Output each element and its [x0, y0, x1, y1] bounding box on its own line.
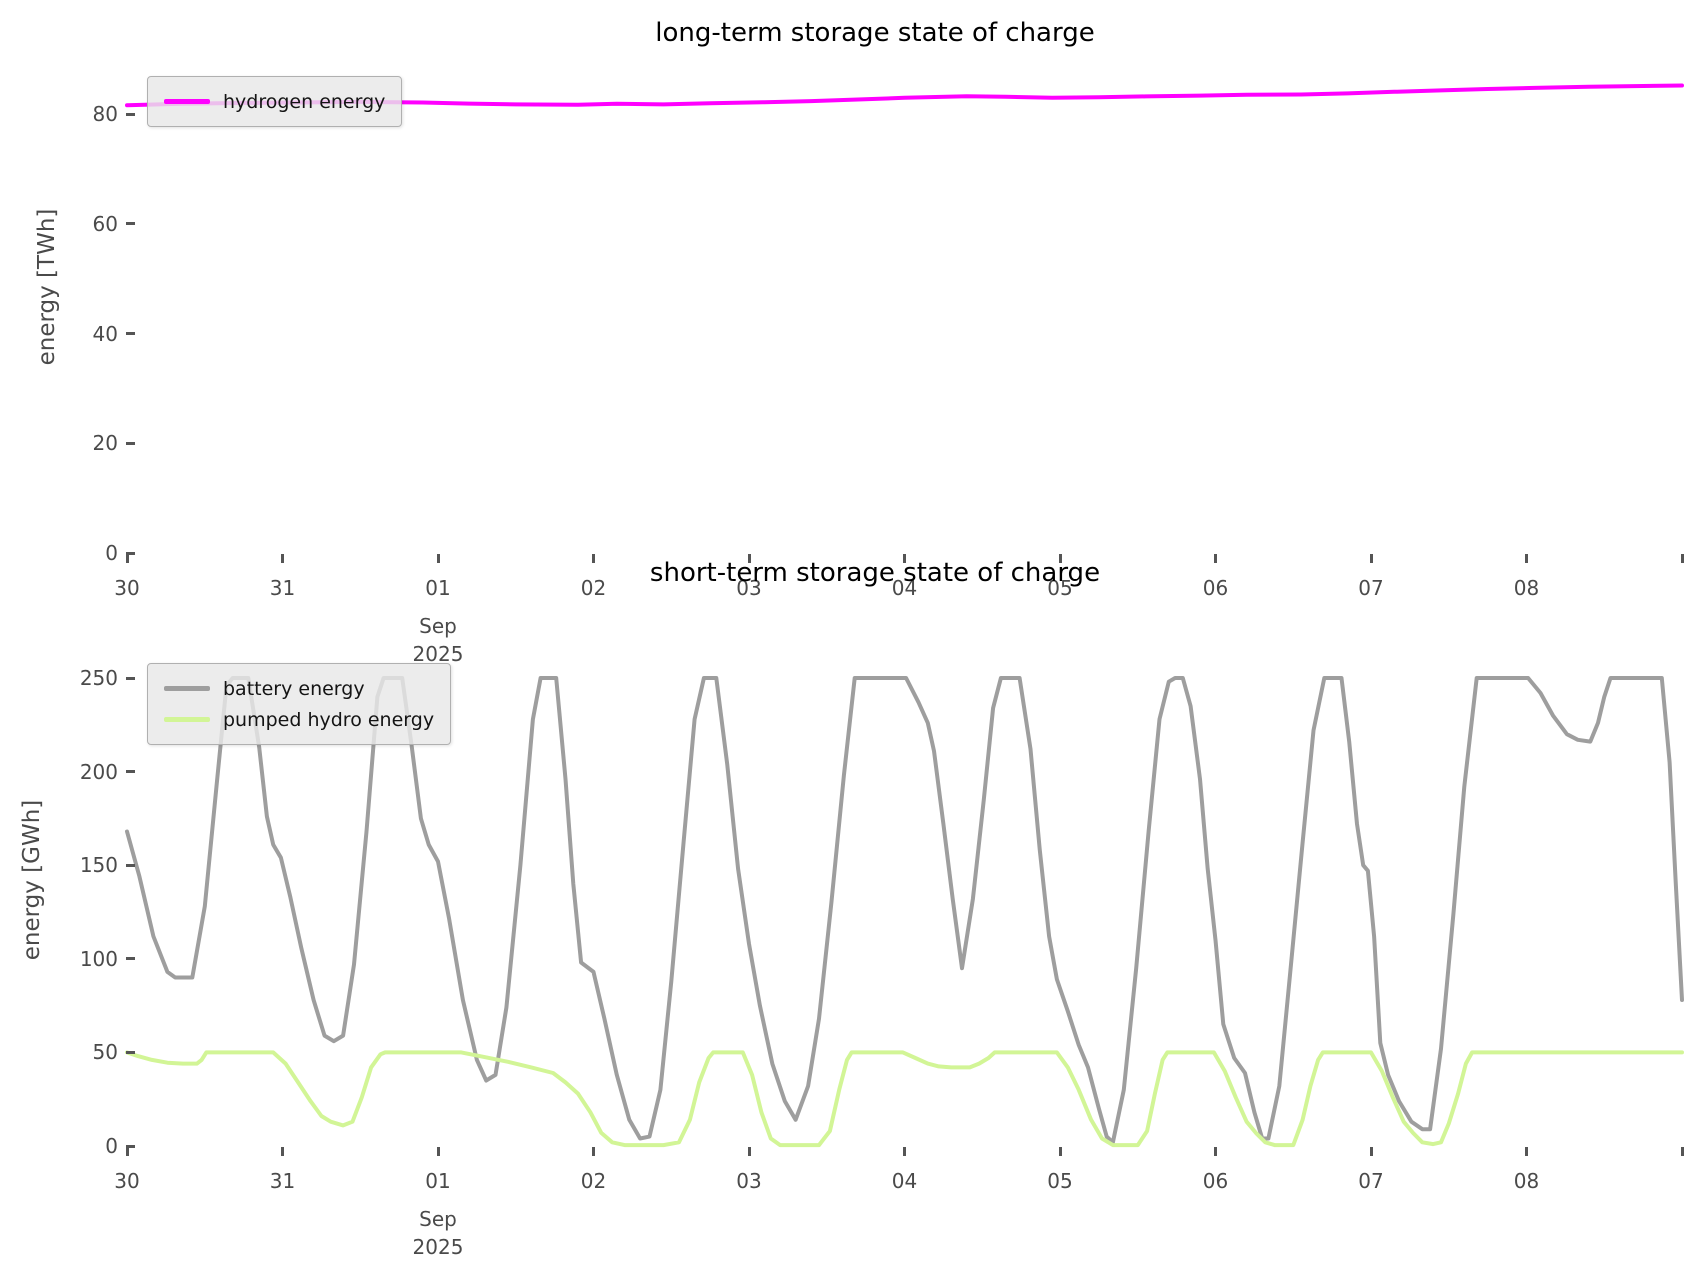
y-tick-label: 80 — [92, 102, 118, 126]
x-tick-mark — [281, 554, 284, 563]
x-tick-mark — [747, 1147, 751, 1156]
short-term-legend: battery energy pumped hydro energy — [147, 663, 452, 745]
x-tick-label: 30 — [114, 576, 140, 600]
x-tick-label: 08 — [1513, 1169, 1540, 1193]
y-tick-label: 60 — [92, 211, 118, 236]
x-tick-mark — [747, 554, 751, 563]
short-term-chart-title: short-term storage state of charge — [649, 558, 1101, 588]
pumped-hydro-energy-line — [125, 1050, 1684, 1148]
y-tick-label: 20 — [92, 431, 118, 456]
x-tick-mark — [1214, 1147, 1217, 1156]
x-tick-mark — [125, 554, 129, 563]
x-tick-label: 03 — [736, 1169, 762, 1193]
x-tick-label: 30 — [114, 1169, 140, 1193]
legend-label-pumped-hydro: pumped hydro energy — [223, 708, 435, 731]
x-axis-year-label: 2025 — [412, 1235, 464, 1259]
x-tick-label: 31 — [269, 576, 296, 600]
x-tick-label: 04 — [891, 576, 918, 600]
x-tick-label: 04 — [891, 1169, 918, 1193]
legend-row-hydrogen: hydrogen energy — [164, 86, 385, 117]
long-term-legend: hydrogen energy — [147, 76, 403, 127]
x-tick-mark — [1369, 1147, 1373, 1156]
y-tick-mark — [126, 332, 135, 335]
y-tick-mark — [126, 770, 135, 774]
x-axis-month-label: Sep — [419, 614, 457, 638]
x-tick-label: 01 — [425, 576, 451, 600]
hydrogen-line-sample-icon — [164, 99, 210, 104]
x-axis-month-label: Sep — [419, 1207, 457, 1231]
x-tick-label: 31 — [269, 1169, 296, 1193]
legend-row-pumped-hydro: pumped hydro energy — [164, 704, 434, 735]
y-tick-mark — [126, 222, 135, 226]
x-tick-mark — [903, 554, 906, 563]
legend-label-battery: battery energy — [223, 677, 365, 700]
x-tick-mark — [1525, 1147, 1528, 1156]
x-tick-mark — [1680, 554, 1684, 563]
y-tick-label: 200 — [79, 759, 118, 784]
y-tick-mark — [126, 112, 135, 116]
x-tick-mark — [1058, 554, 1062, 563]
hydrogen-energy-line — [125, 83, 1684, 108]
y-tick-mark — [126, 1144, 135, 1148]
x-tick-label: 02 — [580, 576, 607, 600]
x-tick-label: 01 — [425, 1169, 451, 1193]
pumped-hydro-line-sample-icon — [164, 717, 210, 722]
battery-energy-line — [125, 676, 1684, 1145]
x-tick-mark — [1214, 554, 1217, 563]
x-axis-year-label: 2025 — [412, 642, 464, 666]
x-tick-mark — [1525, 554, 1528, 563]
x-tick-mark — [1680, 1147, 1684, 1156]
legend-row-battery: battery energy — [164, 673, 434, 704]
x-tick-label: 03 — [736, 576, 762, 600]
x-tick-label: 08 — [1513, 576, 1540, 600]
y-axis-label-gwh: energy [GWh] — [19, 799, 45, 961]
y-tick-mark — [126, 957, 135, 961]
y-tick-mark — [126, 441, 135, 445]
x-tick-mark — [1058, 1147, 1062, 1156]
y-tick-label: 40 — [92, 321, 118, 346]
x-tick-mark — [1369, 554, 1373, 563]
x-tick-mark — [281, 1147, 284, 1156]
battery-line-sample-icon — [164, 686, 210, 691]
x-tick-label: 05 — [1047, 576, 1073, 600]
y-tick-mark — [126, 863, 135, 867]
x-tick-mark — [592, 554, 595, 563]
y-tick-mark — [126, 551, 135, 555]
x-tick-mark — [436, 554, 440, 563]
x-tick-label: 07 — [1358, 576, 1384, 600]
y-tick-label: 150 — [79, 853, 118, 878]
x-tick-label: 06 — [1202, 1169, 1229, 1193]
x-tick-mark — [125, 1147, 129, 1156]
y-tick-label: 0 — [105, 541, 118, 565]
y-tick-mark — [126, 676, 135, 680]
x-tick-label: 06 — [1202, 576, 1229, 600]
long-term-chart-title: long-term storage state of charge — [655, 18, 1095, 48]
x-tick-mark — [436, 1147, 440, 1156]
y-tick-label: 250 — [79, 666, 118, 690]
x-tick-label: 02 — [580, 1169, 607, 1193]
x-tick-mark — [903, 1147, 906, 1156]
x-tick-mark — [592, 1147, 595, 1156]
y-tick-label: 0 — [105, 1134, 118, 1158]
x-tick-label: 05 — [1047, 1169, 1073, 1193]
y-tick-label: 50 — [92, 1040, 118, 1065]
legend-label-hydrogen: hydrogen energy — [223, 90, 386, 113]
x-tick-label: 07 — [1358, 1169, 1384, 1193]
y-tick-label: 100 — [79, 946, 118, 971]
y-tick-mark — [126, 1050, 135, 1054]
